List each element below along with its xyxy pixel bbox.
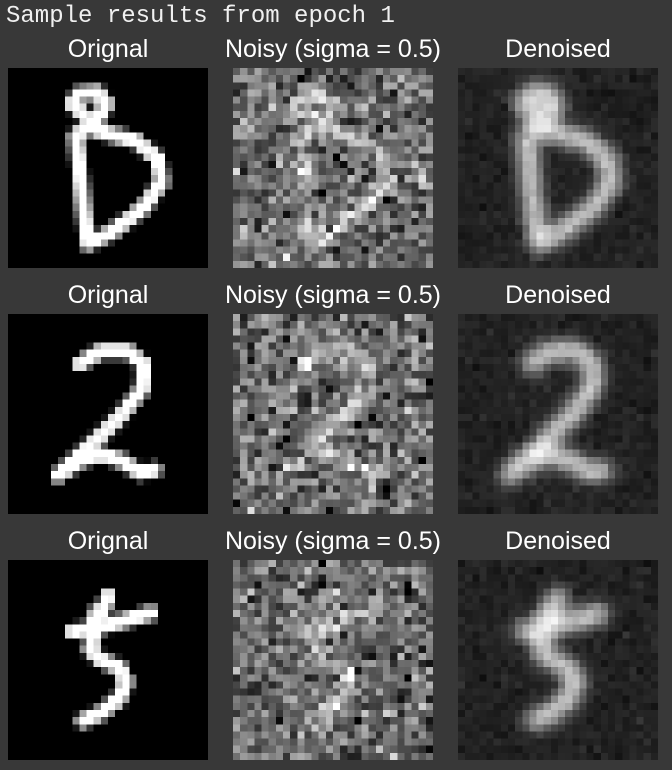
denoised-digit-image <box>458 560 658 760</box>
noisy-digit-image <box>233 68 433 268</box>
original-digit-image <box>8 560 208 760</box>
denoised-digit-image <box>458 314 658 514</box>
denoised-column-title: Denoised <box>505 281 611 309</box>
denoised-column-title: Denoised <box>505 527 611 555</box>
noisy-column-title: Noisy (sigma = 0.5) <box>224 35 442 63</box>
original-digit-image <box>8 68 208 268</box>
noisy-column-title: Noisy (sigma = 0.5) <box>224 527 442 555</box>
original-digit-image <box>8 314 208 514</box>
original-column-title: Orignal <box>67 281 149 309</box>
denoised-digit-image <box>458 68 658 268</box>
noisy-column-title: Noisy (sigma = 0.5) <box>224 281 442 309</box>
original-column-title: Orignal <box>67 35 149 63</box>
original-column-title: Orignal <box>67 527 149 555</box>
noisy-digit-image <box>233 560 433 760</box>
denoised-column-title: Denoised <box>505 35 611 63</box>
noisy-digit-image <box>233 314 433 514</box>
page-title: Sample results from epoch 1 <box>6 3 395 30</box>
